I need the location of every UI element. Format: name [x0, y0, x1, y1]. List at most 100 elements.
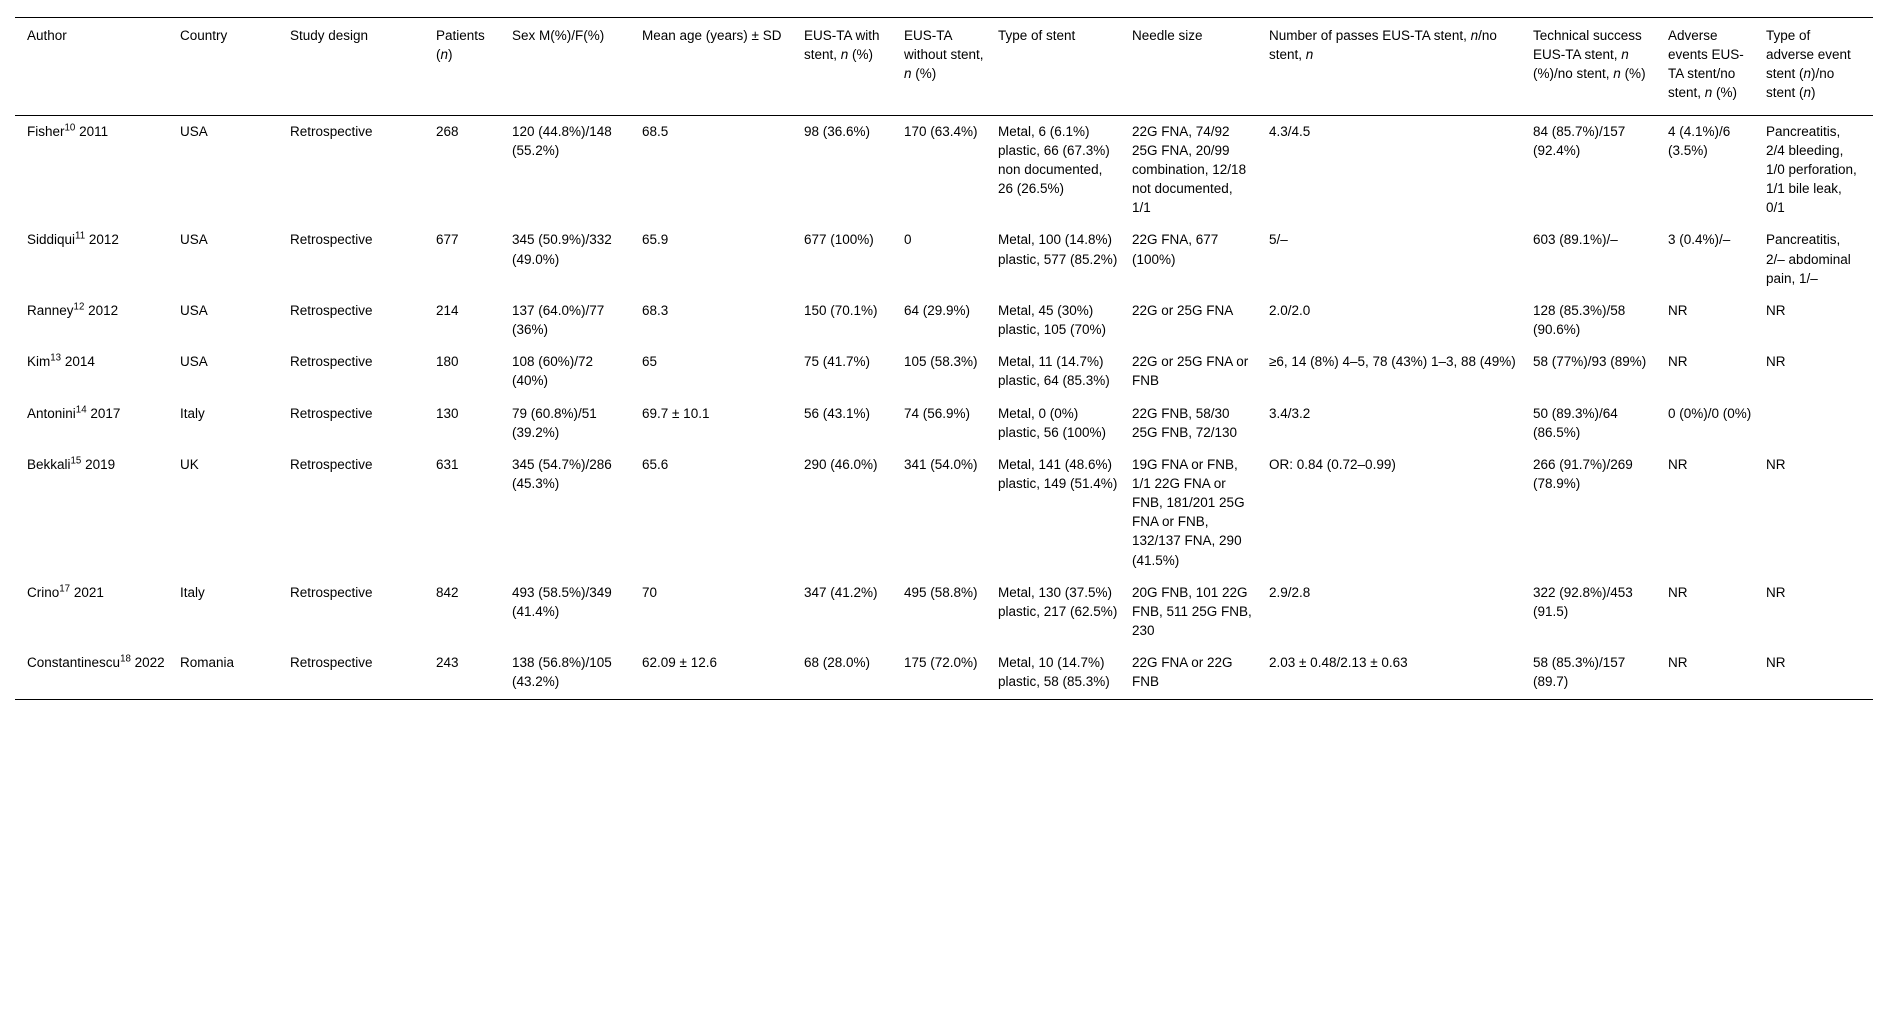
- eus-ta-without-stent-cell: 170 (63.4%): [904, 123, 978, 139]
- adverse-events-cell: NR: [1668, 302, 1688, 318]
- passes-cell: 4.3/4.5: [1269, 123, 1311, 139]
- author-name: Constantinescu: [27, 655, 121, 671]
- col-header-type-of-adverse-event: Type of adverse event stent (n)/no stent…: [1766, 17, 1873, 116]
- sex-cell: 345 (54.7%)/286 (45.3%): [512, 456, 612, 491]
- col-header-eus-ta-without-stent: EUS-TA without stent, n (%): [904, 17, 998, 116]
- adverse-events-cell: NR: [1668, 456, 1688, 472]
- passes-cell: ≥6, 14 (8%) 4–5, 78 (43%) 1–3, 88 (49%): [1269, 354, 1516, 370]
- type-of-stent-cell: Metal, 6 (6.1%) plastic, 66 (67.3%) non …: [998, 123, 1110, 197]
- study-design-cell: Retrospective: [290, 302, 373, 318]
- eus-ta-without-stent-cell: 74 (56.9%): [904, 405, 971, 421]
- author-cell: Fisher10 2011: [15, 115, 180, 224]
- type-of-stent-cell: Metal, 100 (14.8%) plastic, 577 (85.2%): [998, 232, 1118, 267]
- col-header-number-of-passes: Number of passes EUS-TA stent, n/no sten…: [1269, 17, 1533, 116]
- author-name: Ranney: [27, 302, 74, 318]
- mean-age-cell: 69.7 ± 10.1: [642, 405, 710, 421]
- country-cell: USA: [180, 354, 208, 370]
- adverse-events-cell: NR: [1668, 655, 1688, 671]
- col-header-technical-success: Technical success EUS-TA stent, n (%)/no…: [1533, 17, 1668, 116]
- author-name: Antonini: [27, 405, 76, 421]
- eus-ta-without-stent-cell: 495 (58.8%): [904, 584, 978, 600]
- mean-age-cell: 70: [642, 584, 658, 600]
- mean-age-cell: 65: [642, 354, 658, 370]
- table-row: Fisher10 2011 USA Retrospective 268 120 …: [15, 115, 1873, 224]
- patients-cell: 180: [436, 354, 459, 370]
- eus-ta-with-stent-cell: 290 (46.0%): [804, 456, 878, 472]
- needle-size-cell: 22G FNA or 22G FNB: [1132, 655, 1233, 690]
- col-header-type-of-stent: Type of stent: [998, 17, 1132, 116]
- col-header-needle-size: Needle size: [1132, 17, 1269, 116]
- sex-cell: 108 (60%)/72 (40%): [512, 354, 594, 389]
- eus-ta-with-stent-cell: 347 (41.2%): [804, 584, 878, 600]
- sex-cell: 79 (60.8%)/51 (39.2%): [512, 405, 597, 440]
- study-design-cell: Retrospective: [290, 405, 373, 421]
- adverse-event-type-cell: NR: [1766, 655, 1786, 671]
- author-cell: Kim13 2014: [15, 346, 180, 397]
- author-cell: Antonini14 2017: [15, 398, 180, 449]
- country-cell: UK: [180, 456, 199, 472]
- reference-superscript: 18: [120, 653, 131, 665]
- reference-superscript: 17: [59, 583, 71, 595]
- mean-age-cell: 68.5: [642, 123, 669, 139]
- eus-ta-without-stent-cell: 0: [904, 232, 912, 248]
- passes-cell: 5/–: [1269, 232, 1288, 248]
- author-cell: Bekkali15 2019: [15, 449, 180, 577]
- mean-age-cell: 65.9: [642, 232, 669, 248]
- eus-ta-with-stent-cell: 75 (41.7%): [804, 354, 871, 370]
- table-body: Fisher10 2011 USA Retrospective 268 120 …: [15, 115, 1873, 699]
- table-row: Kim13 2014 USA Retrospective 180 108 (60…: [15, 346, 1873, 397]
- study-design-cell: Retrospective: [290, 232, 373, 248]
- eus-ta-without-stent-cell: 341 (54.0%): [904, 456, 978, 472]
- passes-cell: 2.0/2.0: [1269, 302, 1311, 318]
- country-cell: USA: [180, 302, 208, 318]
- eus-ta-without-stent-cell: 105 (58.3%): [904, 354, 978, 370]
- reference-superscript: 13: [50, 352, 62, 364]
- col-header-country: Country: [180, 17, 290, 116]
- needle-size-cell: 19G FNA or FNB, 1/1 22G FNA or FNB, 181/…: [1132, 456, 1245, 568]
- sex-cell: 138 (56.8%)/105 (43.2%): [512, 655, 612, 690]
- eus-ta-without-stent-cell: 175 (72.0%): [904, 655, 978, 671]
- table-row: Constantinescu18 2022 Romania Retrospect…: [15, 647, 1873, 699]
- sex-cell: 120 (44.8%)/148 (55.2%): [512, 123, 612, 158]
- table-row: Antonini14 2017 Italy Retrospective 130 …: [15, 398, 1873, 449]
- patients-cell: 677: [436, 232, 459, 248]
- adverse-event-type-cell: NR: [1766, 354, 1786, 370]
- author-name: Fisher: [27, 123, 65, 139]
- adverse-event-type-cell: NR: [1766, 584, 1786, 600]
- sex-cell: 137 (64.0%)/77 (36%): [512, 302, 605, 338]
- technical-success-cell: 58 (77%)/93 (89%): [1533, 354, 1647, 370]
- col-header-eus-ta-with-stent: EUS-TA with stent, n (%): [804, 17, 904, 116]
- country-cell: USA: [180, 123, 208, 139]
- col-header-patients: Patients (n): [436, 17, 512, 116]
- author-year: 2021: [73, 584, 104, 600]
- mean-age-cell: 62.09 ± 12.6: [642, 655, 717, 671]
- passes-cell: 2.03 ± 0.48/2.13 ± 0.63: [1269, 655, 1408, 671]
- reference-superscript: 14: [75, 404, 87, 415]
- author-year: 2012: [88, 302, 119, 318]
- author-year: 2014: [64, 354, 95, 370]
- technical-success-cell: 58 (85.3%)/157 (89.7): [1533, 655, 1626, 690]
- sex-cell: 493 (58.5%)/349 (41.4%): [512, 584, 612, 619]
- needle-size-cell: 20G FNB, 101 22G FNB, 511 25G FNB, 230: [1132, 584, 1252, 639]
- author-cell: Crino17 2021: [15, 577, 180, 647]
- reference-superscript: 10: [64, 122, 76, 134]
- type-of-stent-cell: Metal, 11 (14.7%) plastic, 64 (85.3%): [998, 354, 1110, 389]
- header-row: Author Country Study design Patients (n)…: [15, 17, 1873, 116]
- type-of-stent-cell: Metal, 45 (30%) plastic, 105 (70%): [998, 302, 1107, 338]
- passes-cell: OR: 0.84 (0.72–0.99): [1269, 456, 1396, 472]
- author-name: Siddiqui: [27, 232, 76, 248]
- author-year: 2012: [88, 232, 119, 248]
- adverse-event-type-cell: NR: [1766, 302, 1786, 318]
- reference-superscript: 11: [75, 230, 86, 242]
- adverse-events-cell: 3 (0.4%)/–: [1668, 232, 1731, 248]
- adverse-event-type-cell: [1766, 398, 1873, 449]
- eus-ta-with-stent-cell: 677 (100%): [804, 232, 874, 248]
- technical-success-cell: 322 (92.8%)/453 (91.5): [1533, 584, 1633, 619]
- col-header-author: Author: [15, 17, 180, 116]
- col-header-adverse-events: Adverse events EUS-TA stent/no stent, n …: [1668, 17, 1766, 116]
- adverse-events-cell: NR: [1668, 354, 1688, 370]
- mean-age-cell: 65.6: [642, 456, 669, 472]
- author-cell: Constantinescu18 2022: [15, 647, 180, 699]
- author-cell: Ranney12 2012: [15, 295, 180, 346]
- author-name: Bekkali: [27, 456, 71, 472]
